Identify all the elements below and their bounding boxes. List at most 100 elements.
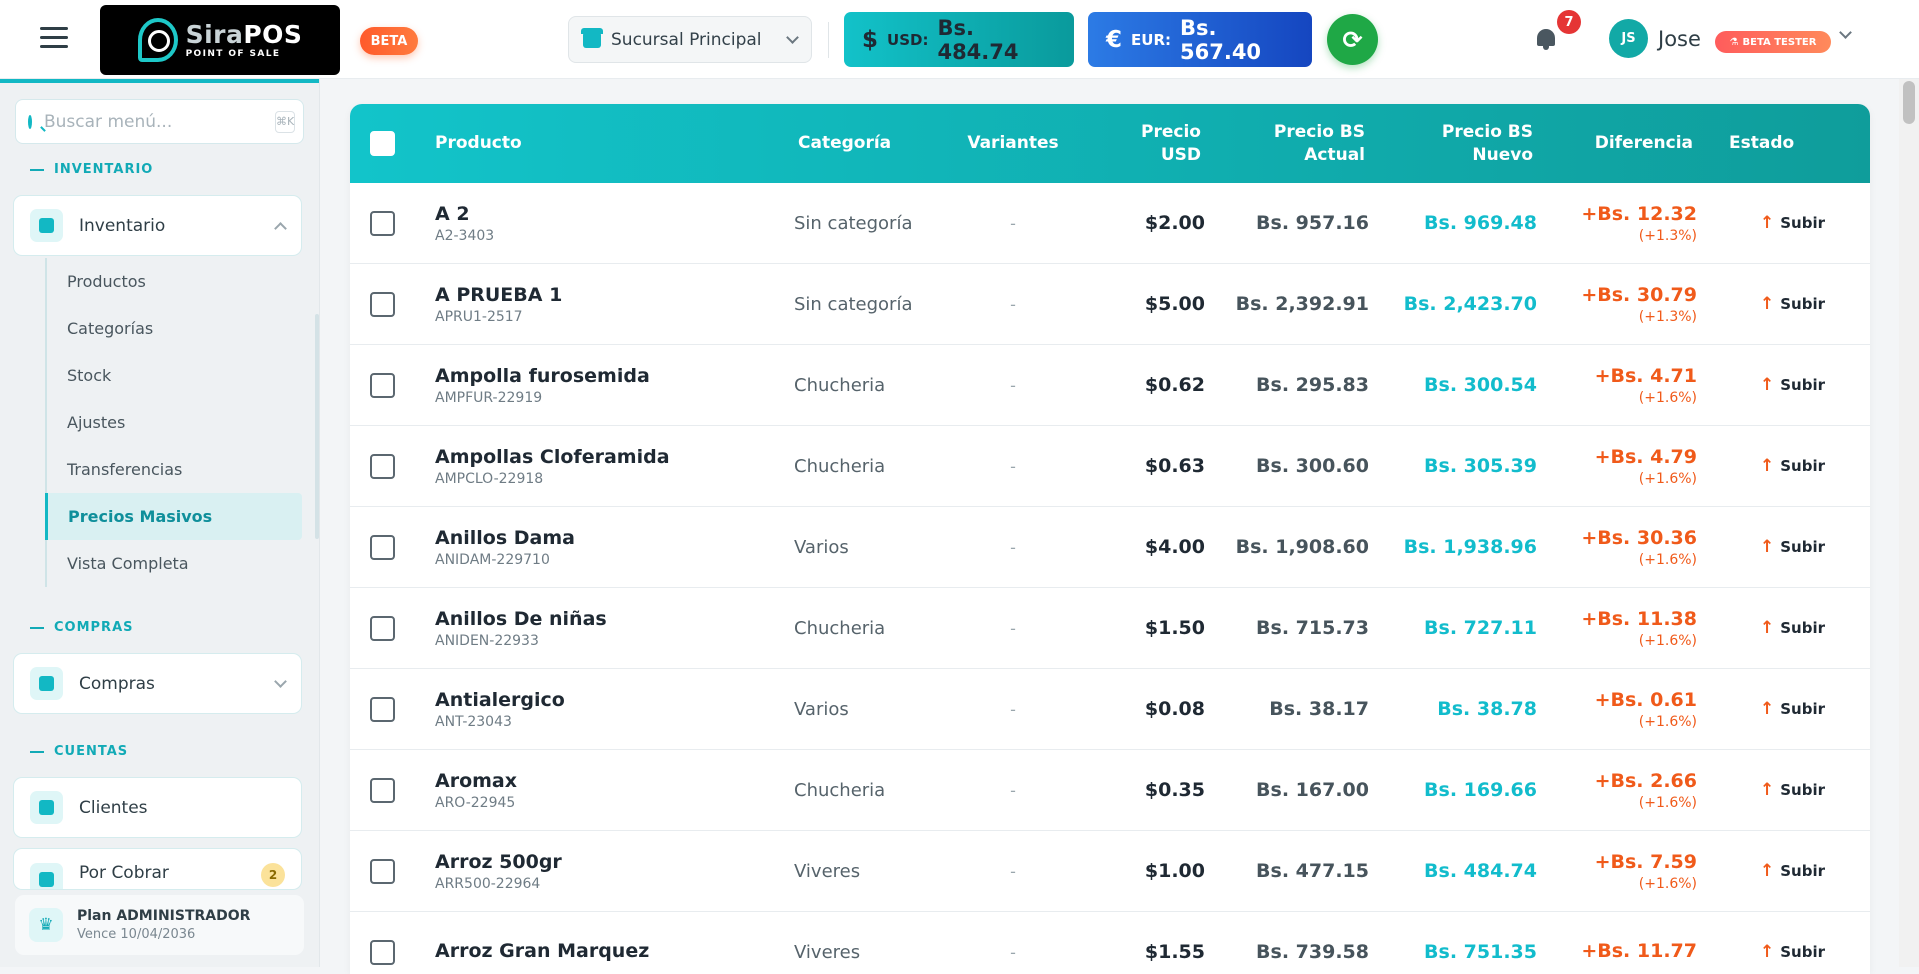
table-row[interactable]: A 2 A2-3403 Sin categoría - $2.00 Bs. 95… — [350, 183, 1870, 264]
status-badge[interactable]: ↑ Subir — [1760, 294, 1826, 314]
arrow-up-icon: ↑ — [1760, 942, 1775, 962]
row-checkbox[interactable] — [370, 858, 395, 884]
col-diferencia[interactable]: Diferencia — [1594, 133, 1693, 154]
sidebar-item-categorias[interactable]: Categorías — [67, 319, 154, 338]
col-variantes[interactable]: Variantes — [967, 133, 1059, 154]
chevron-up-icon — [274, 221, 287, 235]
row-checkbox[interactable] — [370, 534, 395, 560]
sidebar-item-productos[interactable]: Productos — [67, 272, 146, 291]
price-difference-pct: (+1.3%) — [1638, 227, 1697, 244]
notification-count-badge: 7 — [1557, 10, 1581, 34]
truck-icon — [30, 667, 63, 700]
row-checkbox[interactable] — [370, 696, 395, 722]
col-estado[interactable]: Estado — [1729, 133, 1795, 154]
row-checkbox[interactable] — [370, 453, 395, 479]
product-variants: - — [1010, 213, 1016, 233]
menu-search[interactable]: ⌘K — [15, 99, 304, 144]
sidebar-item-clientes[interactable]: Clientes — [13, 777, 302, 838]
sidebar-scrollbar[interactable] — [315, 314, 319, 539]
logo-tagline: POINT OF SALE — [185, 48, 281, 59]
product-name: Ampolla furosemida — [435, 364, 650, 387]
status-badge[interactable]: ↑ Subir — [1760, 213, 1826, 233]
col-precio-bs-nuevo[interactable]: Precio BS Nuevo — [1441, 121, 1533, 165]
row-checkbox[interactable] — [370, 939, 395, 965]
menu-search-input[interactable] — [44, 111, 263, 132]
usd-rate-button[interactable]: $ USD: Bs. 484.74 — [844, 12, 1074, 67]
product-category: Sin categoría — [794, 212, 913, 234]
branch-selector[interactable]: Sucursal Principal — [568, 16, 812, 63]
sidebar-item-label: Inventario — [79, 215, 166, 236]
plan-title: Plan ADMINISTRADOR — [77, 908, 251, 924]
table-row[interactable]: Anillos De niñas ANIDEN-22933 Chucheria … — [350, 588, 1870, 669]
user-menu-chevron-icon[interactable] — [1839, 26, 1852, 39]
status-badge[interactable]: ↑ Subir — [1760, 780, 1826, 800]
sidebar-item-por-cobrar[interactable]: Por Cobrar — [13, 848, 302, 890]
row-checkbox[interactable] — [370, 291, 395, 317]
price-usd: $1.50 — [1144, 617, 1205, 639]
sidebar-item-vista-completa[interactable]: Vista Completa — [67, 554, 189, 573]
price-difference: +Bs. 30.36 — [1581, 526, 1697, 549]
plan-card[interactable]: ♛ Plan ADMINISTRADOR Vence 10/04/2036 — [15, 895, 304, 955]
sidebar-item-stock[interactable]: Stock — [67, 366, 112, 385]
row-checkbox[interactable] — [370, 777, 395, 803]
product-name: Aromax — [435, 769, 518, 792]
user-name[interactable]: Jose — [1658, 27, 1701, 51]
app-logo[interactable]: SiraPOS POINT OF SALE — [100, 5, 340, 75]
bell-icon[interactable] — [1535, 26, 1557, 50]
status-badge[interactable]: ↑ Subir — [1760, 618, 1826, 638]
status-badge[interactable]: ↑ Subir — [1760, 456, 1826, 476]
arrow-up-icon: ↑ — [1760, 861, 1775, 881]
avatar[interactable]: JS — [1609, 19, 1648, 58]
col-precio-bs-actual[interactable]: Precio BS Actual — [1273, 121, 1365, 165]
box-icon — [30, 209, 63, 242]
row-checkbox[interactable] — [370, 210, 395, 236]
sidebar-item-ajustes[interactable]: Ajustes — [67, 413, 126, 432]
scroll-thumb[interactable] — [1903, 81, 1915, 124]
table-row[interactable]: Aromax ARO-22945 Chucheria - $0.35 Bs. 1… — [350, 750, 1870, 831]
col-producto[interactable]: Producto — [435, 133, 522, 154]
product-sku: ANIDAM-229710 — [435, 551, 550, 568]
table-row[interactable]: Anillos Dama ANIDAM-229710 Varios - $4.0… — [350, 507, 1870, 588]
table-row[interactable]: Ampollas Cloferamida AMPCLO-22918 Chuche… — [350, 426, 1870, 507]
status-badge[interactable]: ↑ Subir — [1760, 537, 1826, 557]
table-row[interactable]: A PRUEBA 1 APRU1-2517 Sin categoría - $5… — [350, 264, 1870, 345]
logo-brand: SiraPOS — [185, 19, 303, 49]
price-usd: $5.00 — [1144, 293, 1205, 315]
price-difference-pct: (+1.6%) — [1638, 632, 1697, 649]
arrow-up-icon: ↑ — [1760, 375, 1775, 395]
menu-toggle-icon[interactable] — [40, 27, 68, 51]
section-inventario: INVENTARIO — [30, 162, 153, 177]
eur-rate-button[interactable]: € EUR: Bs. 567.40 — [1088, 12, 1312, 67]
sidebar-item-label: Compras — [79, 673, 155, 694]
status-badge[interactable]: ↑ Subir — [1760, 861, 1826, 881]
price-bs-actual: Bs. 38.17 — [1269, 698, 1369, 720]
page-scrollbar[interactable] — [1899, 79, 1919, 967]
status-badge[interactable]: ↑ Subir — [1760, 375, 1826, 395]
table-row[interactable]: Antialergico ANT-23043 Varios - $0.08 Bs… — [350, 669, 1870, 750]
price-difference: +Bs. 12.32 — [1581, 202, 1697, 225]
price-usd: $4.00 — [1144, 536, 1205, 558]
status-badge[interactable]: ↑ Subir — [1760, 699, 1826, 719]
refresh-rates-button[interactable]: ⟳ — [1327, 14, 1378, 65]
select-all-checkbox[interactable] — [370, 131, 395, 156]
table-row[interactable]: Ampolla furosemida AMPFUR-22919 Chucheri… — [350, 345, 1870, 426]
price-bs-actual: Bs. 477.15 — [1256, 860, 1369, 882]
table-row[interactable]: Arroz 500gr ARR500-22964 Viveres - $1.00… — [350, 831, 1870, 912]
price-difference: +Bs. 4.79 — [1594, 445, 1697, 468]
product-sku: A2-3403 — [435, 227, 495, 244]
sidebar-item-compras[interactable]: Compras — [13, 653, 302, 714]
product-category: Chucheria — [794, 617, 886, 639]
col-categoria[interactable]: Categoría — [798, 133, 892, 154]
row-checkbox[interactable] — [370, 615, 395, 641]
price-difference: +Bs. 30.79 — [1581, 283, 1697, 306]
sidebar-item-inventario[interactable]: Inventario — [13, 195, 302, 256]
table-row[interactable]: Arroz Gran Marquez Viveres - $1.55 Bs. 7… — [350, 912, 1870, 974]
col-precio-usd[interactable]: Precio USD — [1141, 121, 1201, 165]
sidebar-item-precios-masivos[interactable]: Precios Masivos — [45, 493, 302, 540]
product-variants: - — [1010, 618, 1016, 638]
status-badge[interactable]: ↑ Subir — [1760, 942, 1826, 962]
users-icon — [30, 791, 63, 824]
row-checkbox[interactable] — [370, 372, 395, 398]
sidebar-item-transferencias[interactable]: Transferencias — [67, 460, 183, 479]
price-bs-nuevo: Bs. 727.11 — [1424, 617, 1537, 639]
